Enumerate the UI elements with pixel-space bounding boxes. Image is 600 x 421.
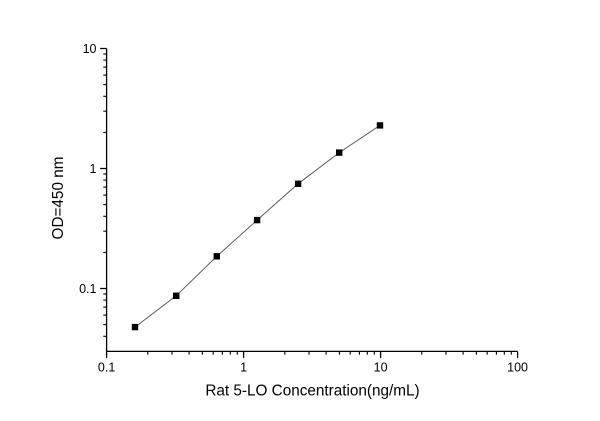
svg-text:0.1: 0.1	[79, 282, 96, 296]
svg-text:Rat 5-LO Concentration(ng/mL): Rat 5-LO Concentration(ng/mL)	[205, 383, 419, 400]
svg-text:10: 10	[374, 360, 388, 374]
svg-text:10: 10	[83, 42, 97, 56]
svg-text:OD=450 nm: OD=450 nm	[50, 157, 67, 240]
svg-text:100: 100	[507, 360, 528, 374]
svg-text:1: 1	[240, 360, 247, 374]
svg-text:1: 1	[90, 162, 97, 176]
svg-text:0.1: 0.1	[98, 360, 115, 374]
